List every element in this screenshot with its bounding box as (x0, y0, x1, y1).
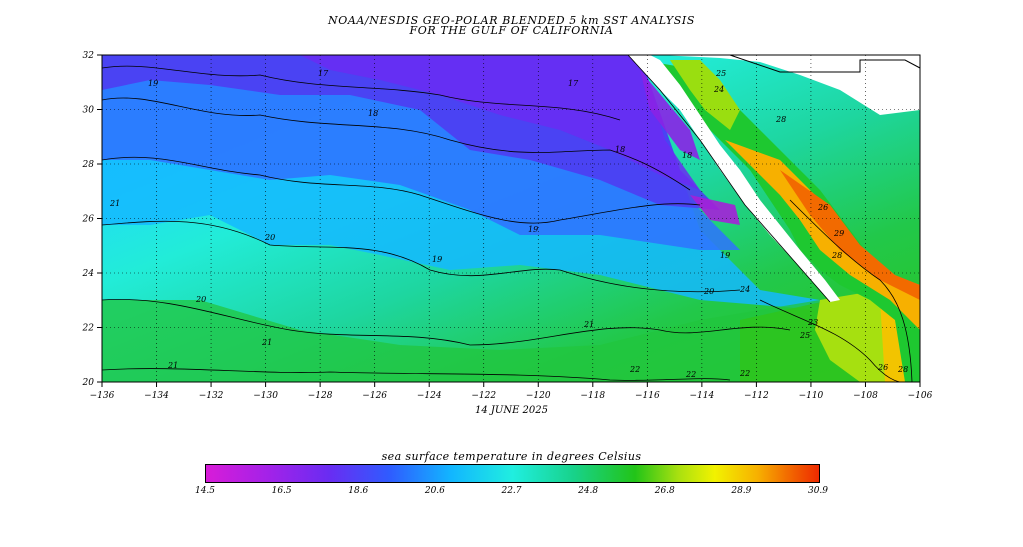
contour-label: 23 (807, 318, 818, 327)
analysis-date: 14 JUNE 2025 (474, 405, 549, 416)
lat-tick-label: 20 (82, 378, 95, 388)
contour-label: 17 (568, 79, 579, 88)
map-title-line2: FOR THE GULF OF CALIFORNIA (409, 24, 614, 37)
contour-label: 18 (682, 151, 692, 160)
lon-tick-label: −110 (799, 391, 824, 401)
contour-label: 17 (318, 69, 329, 78)
contour-label: 25 (799, 331, 810, 340)
colorbar-title: sea surface temperature in degrees Celsi… (381, 450, 642, 463)
colorbar-tick-label: 22.7 (501, 486, 522, 496)
contour-label: 24 (713, 85, 724, 94)
lon-tick-label: −128 (308, 391, 333, 401)
colorbar-tick-label: 30.9 (807, 486, 829, 496)
contour-label: 20 (264, 233, 275, 242)
contour-label: 25 (715, 69, 726, 78)
colorbar-tick-label: 28.9 (731, 486, 752, 496)
colorbar (205, 464, 820, 483)
contour-label: 22 (629, 365, 640, 374)
lon-tick-label: −108 (853, 391, 878, 401)
lat-tick-label: 32 (83, 51, 95, 61)
contour-label: 28 (775, 115, 786, 124)
contour-label: 21 (261, 338, 272, 347)
lat-tick-label: 24 (82, 269, 95, 279)
colorbar-tick-label: 18.6 (348, 486, 369, 496)
lon-tick-label: −132 (199, 391, 224, 401)
contour-label: 18 (615, 145, 625, 154)
lon-tick-label: −112 (744, 391, 769, 401)
lon-tick-label: −116 (635, 391, 660, 401)
contour-label: 24 (739, 285, 750, 294)
contour-label: 22 (739, 369, 750, 378)
lon-tick-label: −134 (144, 391, 169, 401)
contour-label: 19 (720, 251, 730, 260)
lon-tick-label: −106 (908, 391, 933, 401)
colorbar-tick-label: 14.5 (194, 486, 216, 496)
contour-label: 21 (167, 361, 178, 370)
contour-label: 20 (703, 287, 714, 296)
contour-label: 19 (528, 225, 538, 234)
map-axes: −136 −134 −132 −130 −128 −126 −124 −122 −120 −118… (82, 51, 933, 401)
contour-label: 21 (583, 320, 594, 329)
lat-tick-label: 22 (82, 324, 95, 334)
colorbar-tick-label: 16.5 (271, 486, 292, 496)
lat-tick-label: 30 (83, 106, 95, 116)
contour-label: 26 (817, 203, 828, 212)
contour-label: 19 (148, 79, 158, 88)
colorbar-tick-label: 26.8 (654, 486, 675, 496)
lat-tick-label: 28 (82, 160, 95, 170)
graticule (102, 55, 920, 382)
contour-label: 26 (877, 363, 888, 372)
lon-tick-label: −136 (90, 391, 115, 401)
map-title-line1: NOAA/NESDIS GEO-POLAR BLENDED 5 km SST A… (327, 14, 696, 27)
lon-tick-label: −114 (689, 391, 714, 401)
contour-label: 29 (833, 229, 844, 238)
lon-tick-label: −122 (471, 391, 496, 401)
lon-tick-label: −124 (417, 391, 442, 401)
contour-label: 28 (897, 365, 908, 374)
contour-label: 19 (432, 255, 442, 264)
lon-tick-label: −118 (580, 391, 605, 401)
contour-label: 21 (109, 199, 120, 208)
colorbar-tick-label: 20.6 (424, 486, 445, 496)
lon-tick-label: −120 (526, 391, 551, 401)
lat-tick-label: 26 (82, 215, 95, 225)
contour-labels: 19 17 17 18 18 18 19 19 19 20 20 20 21 21 21 21 22 22 24 25… (109, 69, 908, 379)
contour-label: 28 (831, 251, 842, 260)
lon-tick-label: −126 (362, 391, 387, 401)
contour-label: 18 (368, 109, 378, 118)
colorbar-tick-label: 24.8 (578, 486, 599, 496)
contour-label: 22 (685, 370, 696, 379)
lon-tick-label: −130 (253, 391, 278, 401)
contour-label: 20 (195, 295, 206, 304)
